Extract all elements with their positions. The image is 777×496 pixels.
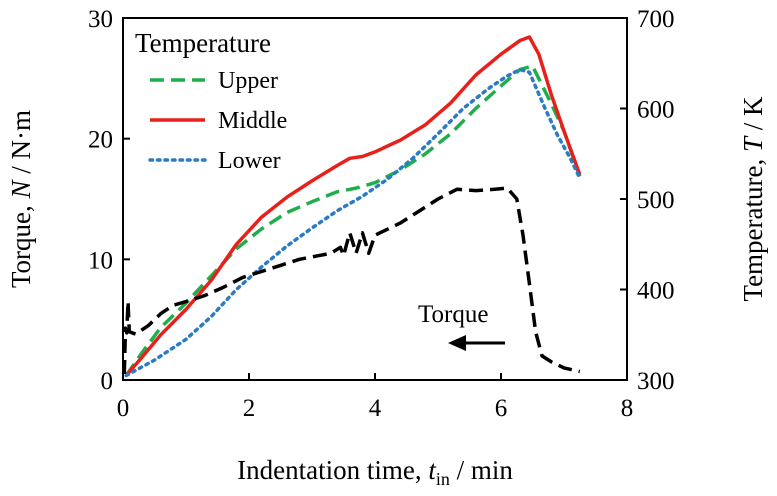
legend-title: Temperature	[135, 28, 271, 58]
series-layer	[122, 35, 582, 378]
x-tick-label: 6	[495, 395, 508, 422]
y-right-tick-label: 700	[637, 6, 675, 33]
y-right-tick-label: 300	[637, 368, 675, 395]
x-tick-label: 4	[369, 395, 382, 422]
y-right-tick-label: 400	[637, 278, 675, 305]
series-line-lower	[124, 67, 582, 378]
legend-label-lower: Lower	[218, 148, 281, 174]
y-left-tick-label: 30	[88, 6, 113, 33]
legend-label-upper: Upper	[218, 68, 278, 94]
y-left-axis-title: Torque, N / N·m	[6, 110, 36, 288]
torque-annotation: Torque	[418, 301, 505, 351]
legend: Temperature Upper Middle Lower	[135, 28, 287, 174]
y-right-tick-label: 600	[637, 97, 675, 124]
y-right-tick-label: 500	[637, 187, 675, 214]
x-tick-label: 2	[243, 395, 256, 422]
series-line-upper	[124, 64, 582, 377]
plot-area-frame	[122, 17, 628, 381]
x-tick-label: 0	[117, 395, 130, 422]
series-line-middle	[124, 35, 582, 377]
series-line-torque	[122, 186, 581, 375]
y-left-tick-label: 20	[88, 127, 113, 154]
y-left-tick-label: 10	[88, 247, 113, 274]
x-tick-label: 8	[621, 395, 634, 422]
x-axis-title: Indentation time, tin / min	[237, 455, 513, 489]
y-left-tick-label: 0	[101, 368, 114, 395]
legend-label-middle: Middle	[218, 108, 287, 134]
torque-annotation-label: Torque	[418, 301, 488, 328]
tick-layer: 0 2 4 6 8 0 10 20 30 300 400 500 600 700	[88, 6, 675, 422]
torque-arrow-head	[448, 335, 466, 351]
y-right-axis-title: Temperature, T / K	[738, 96, 768, 302]
